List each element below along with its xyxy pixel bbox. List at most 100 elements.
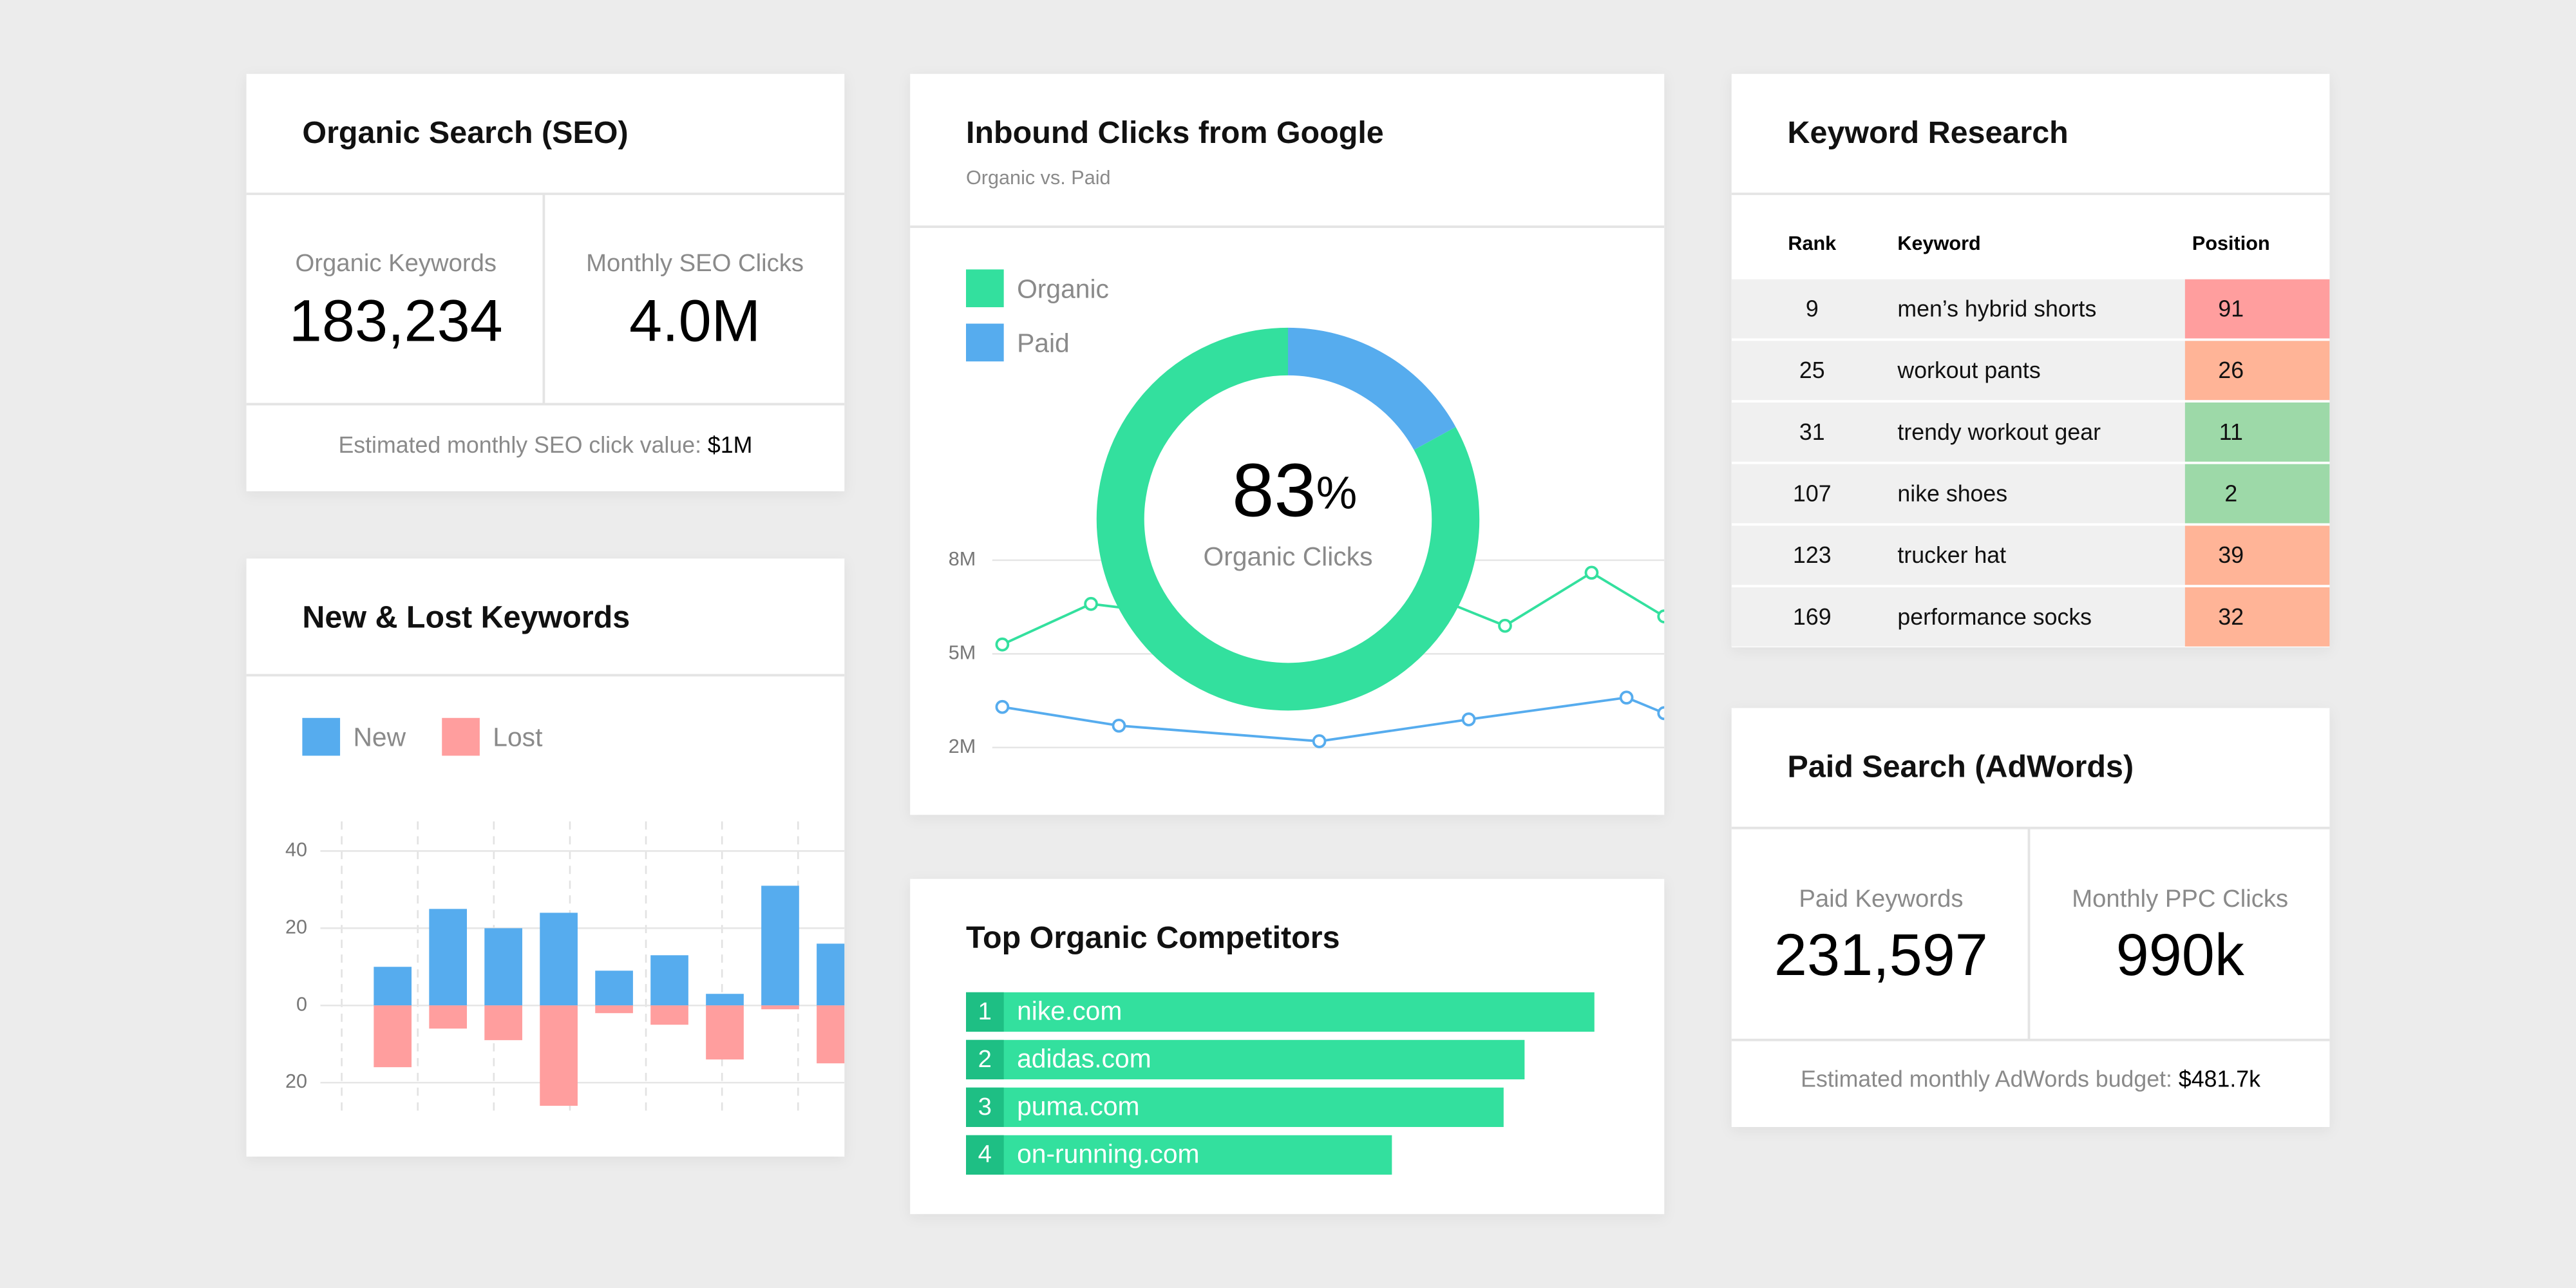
panel-title: New & Lost Keywords [302, 600, 630, 635]
bar [761, 886, 799, 1006]
cell: workout pants [1897, 357, 2040, 383]
center-value: 83% [1232, 448, 1357, 532]
keyword-panel: Keyword Research Rank Keyword Position 9… [1731, 73, 2330, 648]
cell: 25 [1799, 357, 1825, 383]
donut-hole [1097, 328, 1479, 710]
legend-swatch [442, 717, 480, 756]
rank: 1 [978, 998, 992, 1025]
rank-box [966, 992, 1004, 1032]
bar [966, 992, 1595, 1032]
cell: 2 [2224, 481, 2237, 507]
panel-subtitle: Organic vs. Paid [966, 167, 1111, 189]
footer-label: Estimated monthly SEO click value: [338, 432, 701, 458]
y-tick-label: 0 [296, 993, 307, 1015]
panel-title: Inbound Clicks from Google [966, 115, 1384, 150]
cell: 123 [1793, 542, 1832, 568]
bar [595, 971, 633, 1006]
bar [817, 1005, 845, 1064]
point [1657, 609, 1665, 623]
y-tick-label: 5M [949, 641, 976, 663]
cell: 91 [2218, 296, 2244, 322]
point [1619, 690, 1634, 705]
position-cell [2184, 279, 2330, 339]
position-cell [2184, 464, 2330, 524]
bar-label: nike.com [1017, 996, 1122, 1025]
bar [706, 994, 744, 1006]
position-cell [2184, 341, 2330, 401]
bar [650, 955, 688, 1006]
bar [761, 1005, 799, 1010]
metric-value: 231,597 [1774, 922, 1988, 988]
point [1584, 565, 1599, 580]
point [1084, 596, 1098, 611]
point [1112, 718, 1126, 733]
bar [540, 1005, 578, 1106]
panel [246, 73, 845, 491]
panel-title: Top Organic Competitors [966, 920, 1340, 955]
footer: Estimated monthly AdWords budget: $481.7… [1801, 1066, 2260, 1092]
position-cell [2184, 526, 2330, 585]
bar [817, 943, 845, 1006]
legend-label: New [353, 723, 406, 752]
legend-swatch [302, 717, 341, 756]
metric-value: 4.0M [629, 288, 761, 354]
legend-swatch [966, 269, 1004, 308]
point [995, 637, 1010, 652]
footer-label: Estimated monthly AdWords budget: [1801, 1066, 2172, 1092]
bar [706, 1005, 744, 1060]
column-header: Rank [1788, 232, 1837, 254]
footer-value: $481.7k [2179, 1066, 2260, 1092]
seo-panel: Organic Search (SEO) Organic Keywords 18… [246, 73, 845, 491]
metric-value: 990k [2116, 922, 2245, 988]
bar [966, 1087, 1504, 1127]
y-tick-label: 2M [949, 735, 976, 757]
point [1657, 706, 1665, 721]
bar [650, 1005, 688, 1025]
bar [595, 1005, 633, 1014]
adwords-panel: Paid Search (AdWords) Paid Keywords 231,… [1731, 708, 2330, 1127]
bar [540, 913, 578, 1006]
new-lost-panel: New & Lost Keywords New Lost 40 20 0 20 [246, 558, 845, 1157]
bar [429, 1005, 468, 1029]
metric-value: 183,234 [289, 288, 503, 354]
y-tick-label: 20 [285, 1070, 307, 1092]
rank-box [966, 1087, 1004, 1127]
plot [320, 821, 845, 1114]
column-header: Position [2192, 232, 2270, 254]
panel-title: Paid Search (AdWords) [1788, 750, 2134, 784]
inbound-panel: Inbound Clicks from Google Organic vs. P… [910, 73, 1665, 815]
y-tick-label: 20 [285, 916, 307, 938]
metric-label: Monthly PPC Clicks [2072, 885, 2288, 913]
position-cell [2184, 587, 2330, 647]
donut-segment [1287, 327, 1456, 451]
cell: 11 [2219, 419, 2243, 445]
rank-box [966, 1135, 1004, 1175]
metric-label: Monthly SEO Clicks [586, 249, 804, 277]
bar [966, 1135, 1392, 1175]
cell: 39 [2218, 542, 2244, 568]
center-text: Organic Clicks [1204, 542, 1373, 571]
bar-label: adidas.com [1017, 1043, 1151, 1073]
legend-swatch [966, 323, 1004, 362]
cell: 26 [2218, 357, 2244, 383]
column-header: Keyword [1897, 232, 1980, 254]
cell: nike shoes [1897, 481, 2007, 507]
bar-label: on-running.com [1017, 1139, 1199, 1168]
point [995, 699, 1010, 714]
rank: 2 [978, 1045, 992, 1073]
legend-label: Lost [493, 723, 543, 752]
bar [966, 1039, 1525, 1080]
bar [374, 967, 412, 1006]
rank-box [966, 1039, 1004, 1080]
cell: 169 [1793, 604, 1832, 630]
point [1461, 712, 1476, 726]
bar [484, 1005, 522, 1041]
y-tick-label: 40 [285, 839, 307, 861]
cell: 9 [1806, 296, 1819, 322]
cell: 31 [1799, 419, 1825, 445]
panel [1731, 708, 2330, 1127]
competitors-panel: Top Organic Competitors 1 nike.com 2 adidas… [910, 878, 1665, 1215]
bar [484, 928, 522, 1006]
cell: trucker hat [1897, 542, 2006, 568]
